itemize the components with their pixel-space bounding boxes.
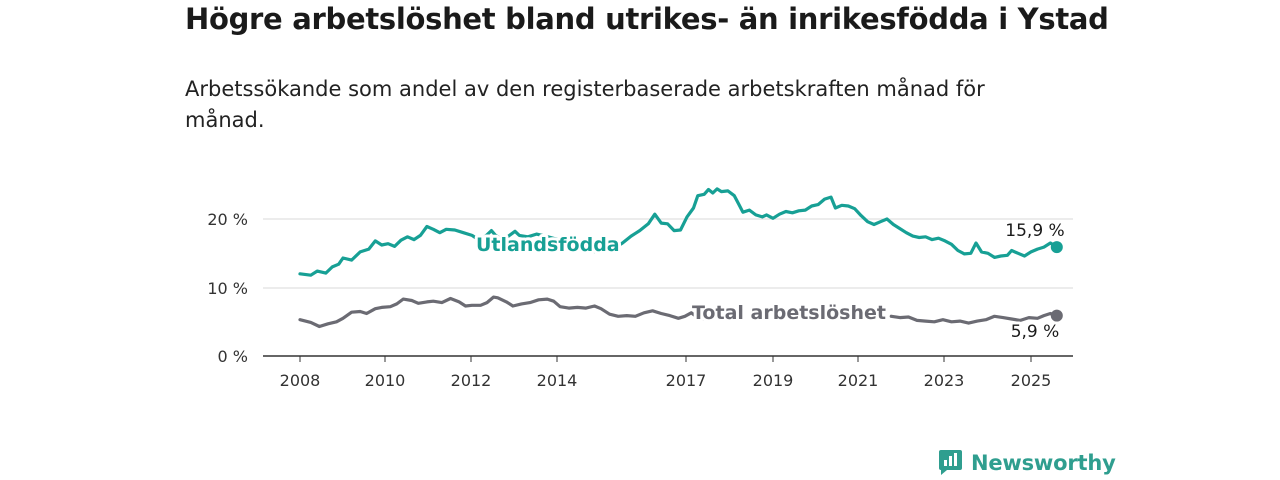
- x-tick-label: 2017: [666, 371, 707, 390]
- series-line-utlandsfodda: [298, 187, 1059, 277]
- y-tick-label: 10 %: [207, 279, 248, 298]
- x-tick-label: 2019: [753, 371, 794, 390]
- end-label-utlandsfodda: 15,9 %: [1005, 221, 1064, 241]
- x-tick-label: 2014: [537, 371, 578, 390]
- end-label-total-halo: 5,9 %: [1011, 322, 1060, 342]
- label-utlandsfodda-halo: Utlandsfödda: [476, 234, 620, 256]
- y-tick-label: 0 %: [218, 347, 248, 366]
- label-total-halo: Total arbetslöshet: [692, 302, 886, 324]
- label-total: Total arbetslöshet: [692, 302, 886, 324]
- axes: 0 % 10 % 20 % 2008 2010 2012 2014 2017 2019 2021 2…: [207, 210, 1073, 390]
- end-marker-total: [1050, 309, 1063, 322]
- brand-name: Newsworthy: [971, 450, 1116, 475]
- x-tick-label: 2008: [280, 371, 321, 390]
- series-line-total: [298, 295, 739, 329]
- x-tick-label: 2025: [1011, 371, 1052, 390]
- label-utlandsfodda: Utlandsfödda: [476, 234, 620, 256]
- grid-lines: [263, 218, 1073, 289]
- brand: Newsworthy: [938, 449, 1116, 476]
- x-tick-label: 2023: [924, 371, 965, 390]
- end-label-total: 5,9 %: [1011, 322, 1060, 342]
- x-tick-label: 2010: [365, 371, 406, 390]
- y-tick-label: 20 %: [207, 210, 248, 229]
- end-marker-utlandsfodda: [1050, 241, 1063, 254]
- x-tick-label: 2012: [451, 371, 492, 390]
- x-tick-label: 2021: [838, 371, 879, 390]
- newsworthy-logo-icon: [939, 450, 962, 475]
- series-lines: [298, 187, 1063, 329]
- series-line-total: [889, 311, 1059, 325]
- chart-subtitle: Arbetssökande som andel av den registerb…: [185, 77, 985, 132]
- chart-title: Högre arbetslöshet bland utrikes- än inr…: [185, 2, 1109, 36]
- end-label-utlandsfodda-halo: 15,9 %: [1005, 221, 1064, 241]
